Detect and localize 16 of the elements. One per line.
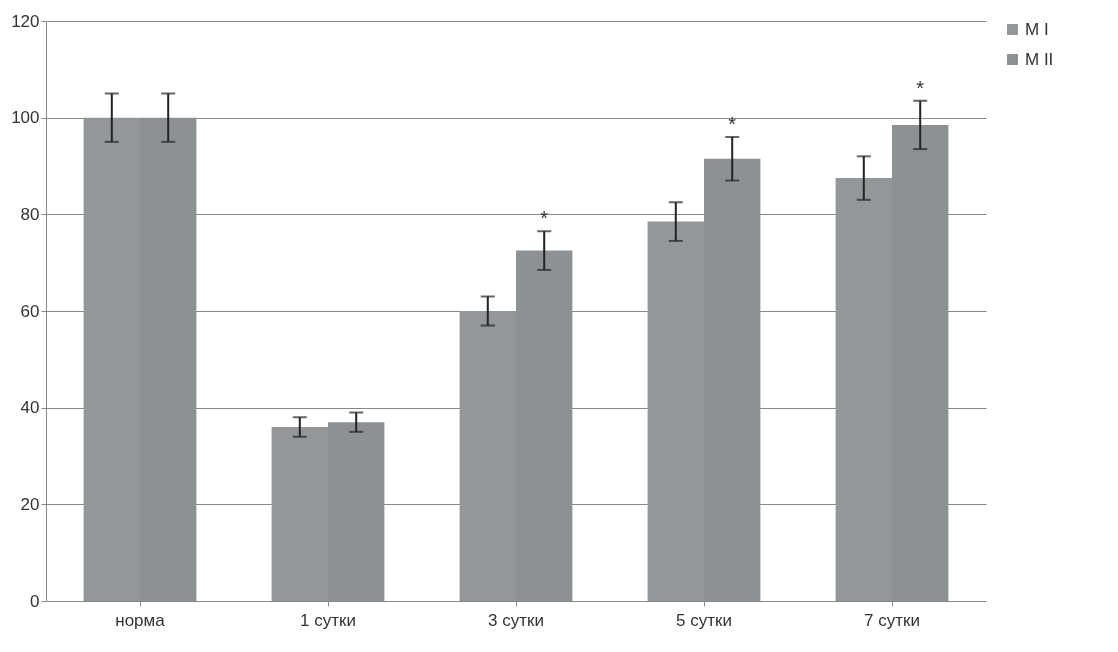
y-tick-label: 80: [20, 204, 40, 224]
x-tick-label: 5 сутки: [676, 610, 732, 630]
y-tick-label: 100: [11, 108, 40, 128]
annotation: *: [728, 113, 737, 135]
legend-label: M II: [1025, 49, 1054, 69]
x-tick-label: норма: [115, 610, 166, 630]
x-tick-label: 1 сутки: [300, 610, 356, 630]
legend-label: M I: [1025, 19, 1049, 39]
y-tick-label: 20: [20, 494, 40, 514]
annotation: *: [916, 76, 925, 99]
y-tick-label: 120: [11, 11, 40, 31]
y-tick-label: 0: [30, 591, 40, 611]
x-tick-label: 3 сутки: [488, 610, 544, 630]
y-tick-label: 40: [20, 398, 40, 418]
x-tick-label: 7 сутки: [864, 610, 920, 630]
y-tick-label: 60: [20, 301, 40, 321]
